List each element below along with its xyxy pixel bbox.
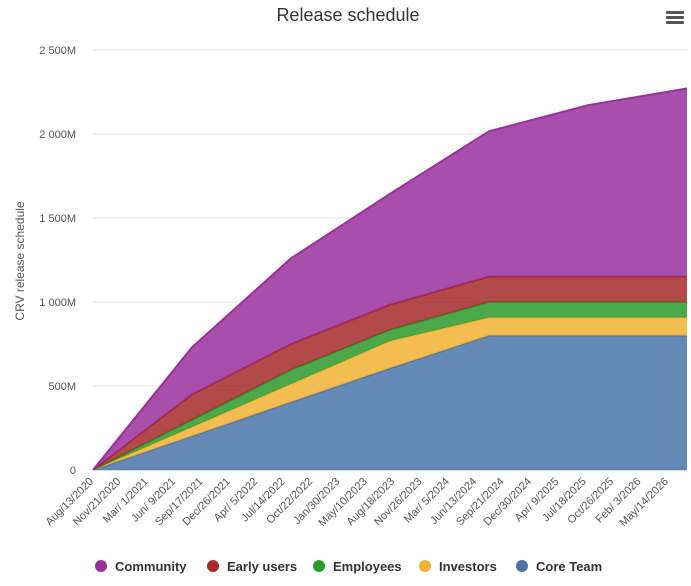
legend-item-employees[interactable]: Employees [313, 559, 402, 574]
legend-label: Early users [227, 559, 297, 574]
legend-marker [207, 560, 219, 572]
y-tick-label: 1 500M [39, 213, 76, 225]
hamburger-menu-icon[interactable] [664, 8, 686, 30]
menu-bar [666, 21, 684, 24]
area-community[interactable] [93, 88, 687, 471]
area-series-group [92, 87, 688, 471]
y-tick-label: 500M [48, 381, 76, 393]
y-tick-label: 0 [70, 465, 76, 477]
legend-marker [419, 560, 431, 572]
legend-item-early-users[interactable]: Early users [207, 559, 297, 574]
menu-bar [666, 11, 684, 14]
menu-bar [666, 16, 684, 19]
legend: Community Early users Employees Investors Co… [95, 559, 602, 574]
legend-label: Investors [439, 559, 497, 574]
line-community [92, 87, 688, 471]
y-axis-label: CRV release schedule [13, 201, 27, 321]
area-investors[interactable] [93, 317, 687, 470]
legend-marker [313, 560, 325, 572]
legend-item-core-team[interactable]: Core Team [516, 559, 602, 574]
area-employees[interactable] [93, 302, 687, 470]
y-tick-label: 1 000M [39, 297, 76, 309]
y-tick-label: 2 500M [39, 45, 76, 57]
legend-marker [516, 560, 528, 572]
area-early-users[interactable] [93, 276, 687, 470]
area-core-team[interactable] [93, 335, 687, 470]
legend-item-community[interactable]: Community [95, 559, 187, 574]
legend-label: Employees [333, 559, 402, 574]
x-tick-label: May/14/2026 [617, 476, 670, 529]
legend-marker [95, 560, 107, 572]
legend-item-investors[interactable]: Investors [419, 559, 497, 574]
legend-label: Core Team [536, 559, 602, 574]
legend-label: Community [115, 559, 187, 574]
y-axis: 0 500M 1 000M 1 500M 2 000M 2 500M [39, 45, 76, 477]
y-tick-label: 2 000M [39, 129, 76, 141]
chart-title: Release schedule [276, 5, 419, 25]
